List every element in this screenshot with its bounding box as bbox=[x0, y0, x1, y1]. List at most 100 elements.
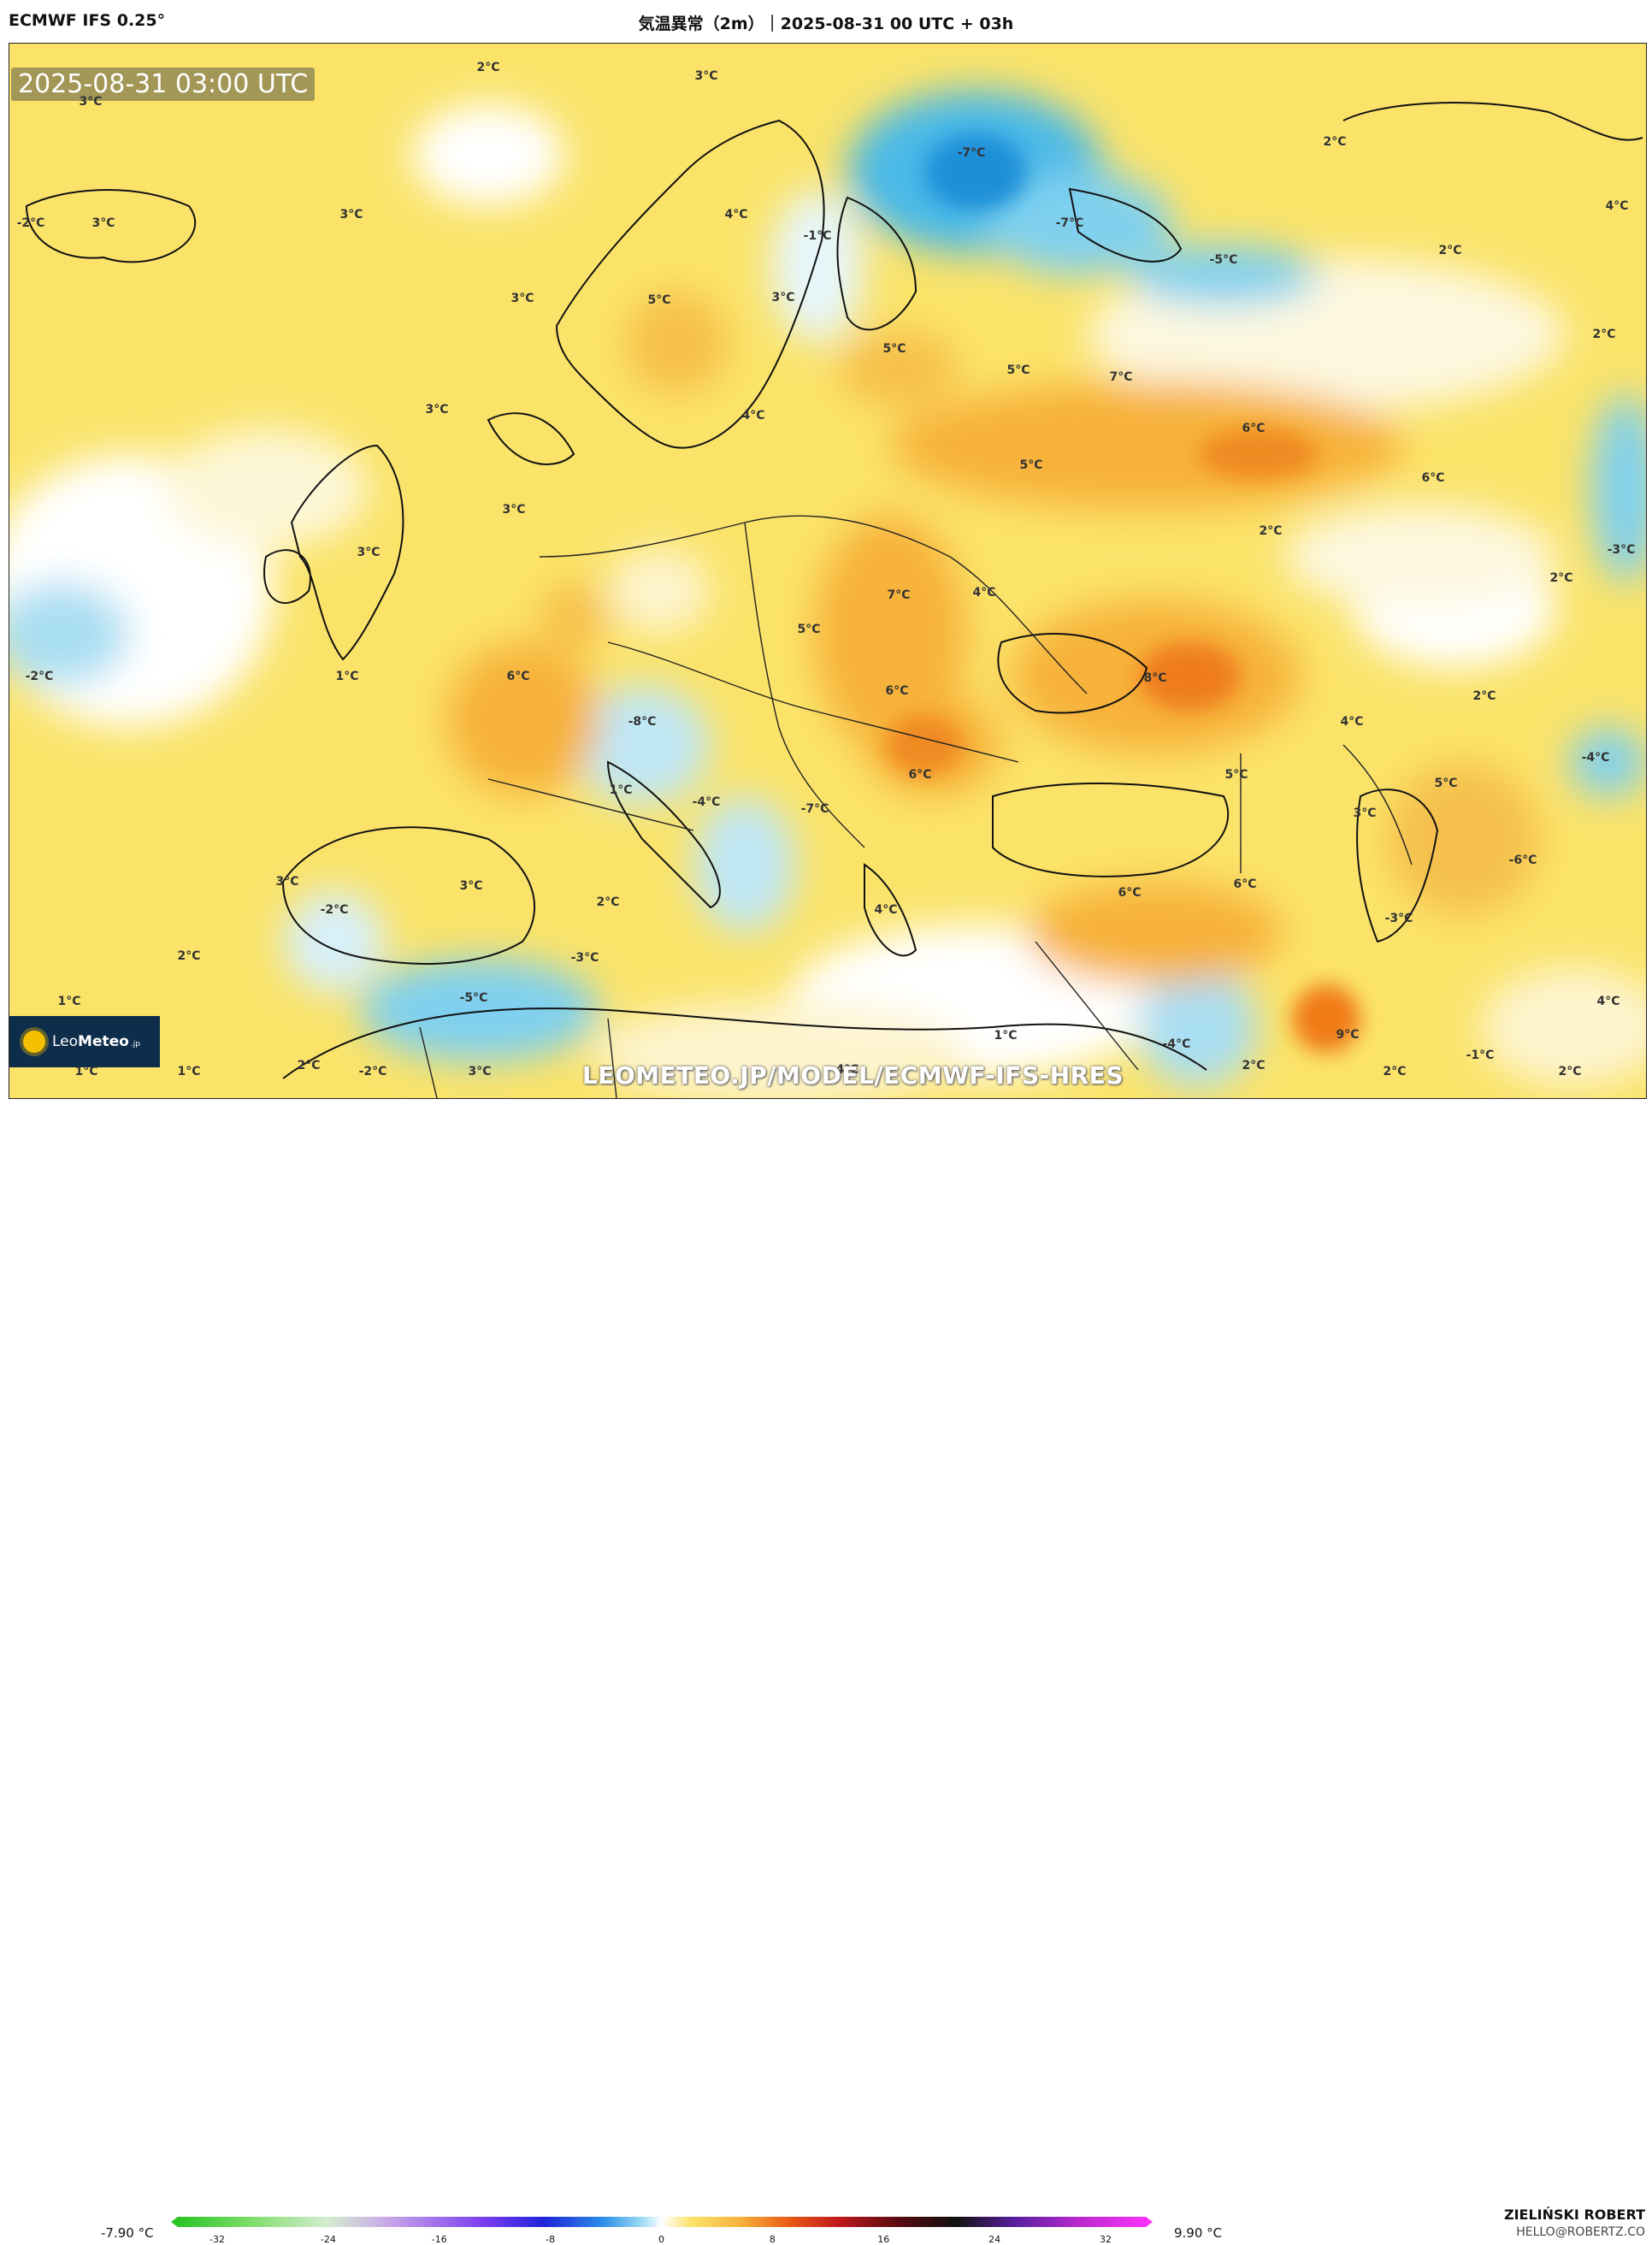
anomaly-field bbox=[9, 91, 1646, 1098]
colorbar bbox=[171, 2217, 1153, 2227]
source-url-watermark: LEOMETEO.JP/MODEL/ECMWF-IFS-HRES bbox=[582, 1061, 1124, 1090]
contour-label: -3°C bbox=[570, 951, 599, 965]
contour-label: -4°C bbox=[1162, 1037, 1191, 1051]
contour-label: 4°C bbox=[874, 903, 898, 917]
colorbar-tick-label: 0 bbox=[658, 2234, 664, 2245]
contour-label: 2°C bbox=[1242, 1059, 1266, 1072]
contour-label: 2°C bbox=[177, 949, 201, 963]
contour-label: 4°C bbox=[972, 586, 996, 600]
contour-label: 5°C bbox=[1006, 363, 1030, 377]
contour-label: 6°C bbox=[1242, 422, 1266, 435]
contour-label: 5°C bbox=[647, 293, 671, 307]
legend-max-value: 9.90 °C bbox=[1174, 2225, 1223, 2241]
chart-title: 気温異常（2m）｜2025-08-31 00 UTC + 03h bbox=[638, 15, 1014, 33]
header-bar: ECMWF IFS 0.25° 気温異常（2m）｜2025-08-31 00 U… bbox=[0, 0, 1652, 43]
contour-label: -1°C bbox=[803, 229, 832, 243]
contour-label: 8°C bbox=[1143, 671, 1167, 685]
contour-label: 1°C bbox=[609, 783, 633, 797]
contour-label: 1°C bbox=[177, 1065, 201, 1078]
contour-label: 5°C bbox=[1434, 777, 1458, 790]
contour-label: 1°C bbox=[335, 670, 359, 683]
contour-label: 5°C bbox=[1224, 768, 1248, 782]
author-email: HELLO@ROBERTZ.CO bbox=[1516, 2225, 1645, 2239]
colorbar-tick-label: 8 bbox=[769, 2234, 776, 2245]
contour-label: 3°C bbox=[694, 69, 718, 83]
valid-time-badge: 2025-08-31 03:00 UTC bbox=[11, 68, 316, 101]
contour-label: 6°C bbox=[1233, 877, 1257, 891]
contour-label: 6°C bbox=[506, 670, 530, 683]
contour-label: 1°C bbox=[74, 1065, 98, 1078]
contour-label: 5°C bbox=[882, 342, 906, 356]
contour-label: 9°C bbox=[1336, 1028, 1360, 1042]
contour-label: 3°C bbox=[339, 208, 363, 222]
colorbar-tick-label: -16 bbox=[431, 2234, 447, 2245]
model-title: ECMWF IFS 0.25° bbox=[9, 11, 166, 30]
contour-label: 4°C bbox=[835, 1063, 859, 1077]
contour-label: -5°C bbox=[1209, 253, 1238, 267]
contour-label: 2°C bbox=[1472, 689, 1496, 703]
contour-label: 4°C bbox=[724, 208, 748, 222]
contour-label: 2°C bbox=[1323, 135, 1347, 149]
contour-label: -2°C bbox=[16, 216, 45, 230]
colorbar-tick-label: 24 bbox=[988, 2234, 1001, 2245]
contour-label: 2°C bbox=[1259, 524, 1283, 538]
contour-label: 2°C bbox=[476, 61, 500, 74]
contour-label: 1°C bbox=[994, 1029, 1018, 1043]
contour-label: -2°C bbox=[320, 903, 349, 917]
anomaly-map: 2025-08-31 03:00 UTC 2°C 3°C 3°C -2°C 3°C 3°C… bbox=[9, 43, 1647, 1099]
contour-label: 3°C bbox=[1353, 806, 1377, 820]
contour-label: 3°C bbox=[510, 292, 534, 305]
author-credit: ZIELIŃSKI ROBERT bbox=[1503, 2207, 1645, 2223]
contour-label: 4°C bbox=[1596, 995, 1620, 1008]
contour-label: 6°C bbox=[1118, 886, 1142, 900]
contour-label: 6°C bbox=[1421, 471, 1445, 485]
contour-label: -4°C bbox=[692, 795, 721, 809]
contour-label: 2°C bbox=[297, 1059, 321, 1072]
contour-label: 2°C bbox=[1549, 571, 1573, 585]
contour-label: 2°C bbox=[596, 895, 620, 909]
legend-min-value: -7.90 °C bbox=[101, 2225, 154, 2241]
contour-label: 3°C bbox=[91, 216, 115, 230]
sun-icon bbox=[23, 1031, 45, 1053]
contour-label: -3°C bbox=[1384, 912, 1413, 925]
contour-label: 3°C bbox=[771, 291, 795, 304]
contour-label: -8°C bbox=[628, 715, 657, 729]
contour-label: -1°C bbox=[1466, 1049, 1495, 1062]
contour-label: -3°C bbox=[1607, 543, 1636, 557]
colorbar-tick-label: -8 bbox=[546, 2234, 556, 2245]
contour-label: 7°C bbox=[1109, 370, 1133, 384]
contour-label: -7°C bbox=[800, 802, 829, 816]
contour-label: 3°C bbox=[468, 1065, 492, 1078]
contour-label: 4°C bbox=[741, 409, 765, 422]
contour-label: 3°C bbox=[459, 879, 483, 893]
contour-label: 6°C bbox=[908, 768, 932, 782]
contour-label: 3°C bbox=[502, 503, 526, 517]
contour-label: -7°C bbox=[957, 146, 986, 160]
contour-label: 3°C bbox=[425, 403, 449, 417]
borders bbox=[419, 515, 1413, 1098]
color-legend: -7.90 °C bbox=[0, 1103, 1652, 2245]
contour-label: -2°C bbox=[25, 670, 54, 683]
contour-label: 2°C bbox=[1558, 1065, 1582, 1078]
colorbar-tick-label: 16 bbox=[877, 2234, 890, 2245]
colorbar-tick-label: -32 bbox=[209, 2234, 225, 2245]
logo-text: LeoMeteo .jp bbox=[52, 1033, 140, 1050]
contour-label: -2°C bbox=[358, 1065, 387, 1078]
contour-label: 7°C bbox=[887, 588, 911, 602]
contour-label: 4°C bbox=[1340, 715, 1364, 729]
contour-label: 3°C bbox=[357, 546, 381, 559]
coastlines bbox=[25, 102, 1643, 1079]
map-canvas bbox=[9, 44, 1646, 1098]
contour-label: 2°C bbox=[1438, 244, 1462, 257]
contour-label: 5°C bbox=[797, 623, 821, 636]
contour-label: -6°C bbox=[1508, 854, 1537, 867]
contour-label: -4°C bbox=[1581, 751, 1610, 765]
contour-label: 4°C bbox=[1605, 199, 1629, 213]
leometeo-logo: LeoMeteo .jp bbox=[9, 1016, 160, 1067]
contour-label: 3°C bbox=[275, 875, 299, 889]
colorbar-tick-label: -24 bbox=[320, 2234, 336, 2245]
colorbar-tick-label: 32 bbox=[1100, 2234, 1112, 2245]
contour-label: -7°C bbox=[1055, 216, 1084, 230]
anomaly-peaks bbox=[886, 133, 1360, 1053]
contour-label: 2°C bbox=[1592, 328, 1616, 341]
